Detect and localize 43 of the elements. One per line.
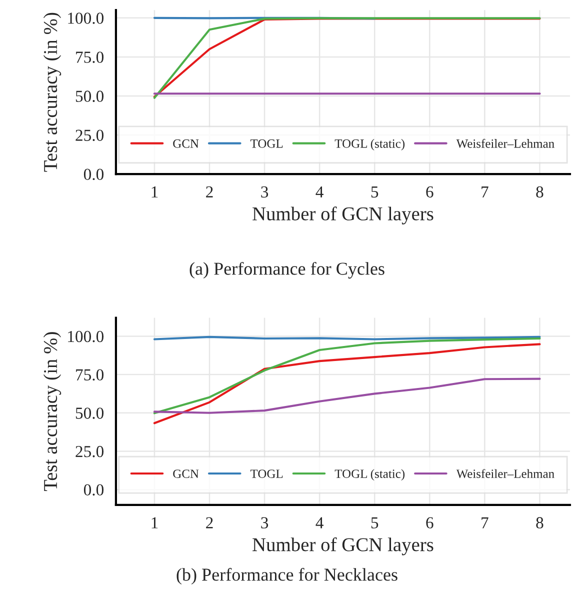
- y-axis-title: Test accuracy (in %): [43, 332, 62, 492]
- y-tick-label: 100.0: [68, 12, 104, 24]
- x-tick-label: 8: [536, 517, 544, 528]
- legend-label: GCN: [173, 470, 199, 478]
- x-tick-label: 8: [536, 186, 544, 198]
- legend-label: GCN: [173, 139, 199, 148]
- y-tick-label: 75.0: [76, 52, 104, 63]
- y-tick-label: 0.0: [84, 484, 104, 496]
- y-tick-label: 25.0: [76, 130, 104, 142]
- x-tick-label: 2: [206, 186, 213, 198]
- x-tick-label: 1: [152, 186, 158, 198]
- x-tick-label: 7: [482, 517, 488, 528]
- y-tick-label: 50.0: [76, 408, 104, 419]
- x-tick-label: 4: [316, 517, 324, 528]
- x-tick-label: 5: [371, 517, 378, 528]
- line-series: [153, 337, 541, 414]
- line-series: [153, 343, 541, 424]
- legend-label: TOGL: [250, 470, 283, 478]
- x-tick-label: 1: [152, 517, 158, 528]
- y-tick-label: 75.0: [76, 369, 104, 381]
- x-tick-label: 2: [206, 517, 213, 528]
- x-axis-title: Number of GCN layers: [252, 537, 434, 556]
- y-tick-label: 25.0: [76, 446, 104, 458]
- x-tick-label: 6: [426, 186, 434, 198]
- x-tick-label: 3: [261, 517, 268, 528]
- x-tick-label: 6: [426, 517, 434, 528]
- y-tick-label: 100.0: [68, 330, 104, 342]
- legend-label: TOGL (static): [334, 469, 405, 481]
- line-series: [153, 378, 541, 414]
- text: (b) Performance for Necklaces: [176, 568, 398, 584]
- legend-label: TOGL: [250, 139, 283, 148]
- legend-label: TOGL (static): [334, 139, 405, 150]
- text: (a) Performance for Cycles: [190, 262, 384, 279]
- x-tick-label: 3: [261, 186, 268, 198]
- x-tick-label: 7: [482, 186, 488, 198]
- x-axis-title: Number of GCN layers: [252, 206, 434, 224]
- x-tick-label: 4: [316, 186, 324, 198]
- legend-label: Weisfeiler–Lehman: [456, 138, 554, 148]
- y-axis-title: Test accuracy (in %): [43, 12, 62, 172]
- y-tick-label: 0.0: [84, 168, 104, 180]
- x-tick-label: 5: [371, 186, 378, 198]
- y-tick-label: 50.0: [76, 90, 104, 102]
- legend-label: Weisfeiler–Lehman: [456, 469, 554, 478]
